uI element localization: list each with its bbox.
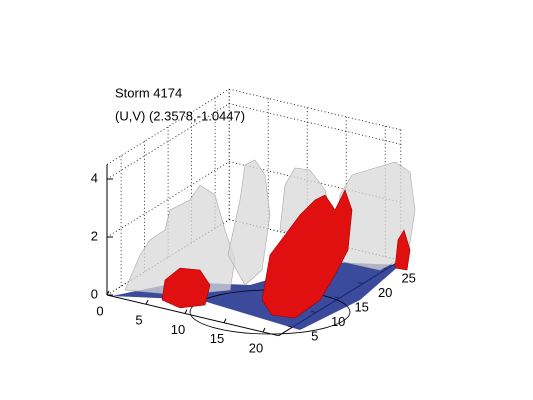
x-tick bbox=[145, 300, 149, 305]
isosurfaces bbox=[112, 159, 416, 335]
chart-title: Storm 4174 bbox=[115, 85, 182, 100]
box-edge bbox=[229, 88, 401, 131]
cloud-surface bbox=[227, 159, 271, 286]
core-surface bbox=[261, 189, 353, 319]
grid-line bbox=[106, 161, 230, 238]
x-tick bbox=[223, 318, 227, 323]
cloud-surface bbox=[334, 161, 416, 271]
y-tick-label: 20 bbox=[378, 285, 392, 300]
y-tick-label: 25 bbox=[401, 270, 415, 285]
x-tick bbox=[262, 327, 266, 333]
x-tick bbox=[184, 309, 188, 314]
x-axis bbox=[106, 294, 279, 337]
z-tick-label: 0 bbox=[91, 286, 98, 301]
x-tick-label: 0 bbox=[96, 303, 103, 318]
x-tick-label: 20 bbox=[249, 340, 263, 355]
z-tick-label: 2 bbox=[91, 228, 98, 243]
grid-line bbox=[229, 103, 401, 145]
x-tick-label: 10 bbox=[171, 322, 185, 337]
y-tick-label: 5 bbox=[311, 328, 318, 343]
core-surface bbox=[394, 229, 411, 271]
x-tick-label: 15 bbox=[210, 331, 224, 346]
core-surface bbox=[161, 267, 211, 309]
box-edge bbox=[106, 88, 230, 165]
cloud-surface bbox=[124, 184, 236, 296]
z-tick-label: 4 bbox=[91, 170, 98, 185]
x-tick-label: 5 bbox=[135, 313, 142, 328]
y-tick-label: 15 bbox=[354, 299, 368, 314]
x-tick bbox=[106, 290, 110, 296]
grid-line bbox=[106, 103, 230, 180]
chart-subtitle: (U,V) (2.3578,-1.0447) bbox=[115, 108, 245, 123]
